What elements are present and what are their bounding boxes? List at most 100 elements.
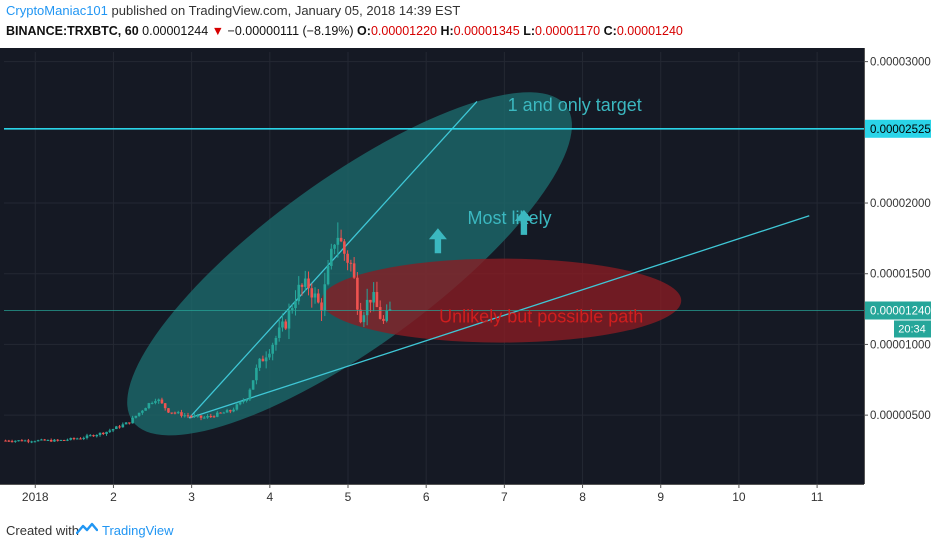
candle [154,401,157,403]
candle [261,358,265,362]
annotations: 1 and only target Most likely Unlikely but… [428,95,643,327]
candle [59,439,63,441]
candle [101,432,105,434]
candle [359,309,362,323]
candle [141,410,144,413]
trendlines[interactable] [188,101,810,419]
up-arrow-icon [428,228,447,254]
candle [176,412,180,414]
x-tick-label: 4 [266,490,273,504]
chart-area[interactable]: 1 and only target Most likely Unlikely but… [0,48,932,508]
candle [323,284,327,311]
candle [196,415,200,417]
candle [23,440,27,442]
tradingview-brand[interactable]: TradingView [102,523,174,538]
candle [183,415,187,417]
candle [43,439,46,441]
candle [242,400,245,402]
candle [88,435,92,437]
candle [382,318,385,321]
candle [92,435,95,437]
candle [349,262,353,264]
candle [33,441,37,443]
candle [356,277,359,310]
zone-unlikely [321,258,682,343]
x-tick-label: 10 [732,490,746,504]
published-text: published on TradingView.com, January 05… [107,3,461,18]
footer: Created with TradingView [0,508,932,550]
candle [66,439,69,441]
candle [336,237,340,245]
candle [290,308,294,310]
close-label: C: [603,24,617,38]
x-tick-label: 2018 [22,490,49,504]
most-likely-label: Most likely [468,208,552,228]
candle [105,431,108,434]
candle [284,321,288,329]
x-tick-label: 5 [345,490,352,504]
candle [232,409,235,412]
candle [118,426,121,428]
y-tick-label: 0.00002000 [870,198,931,210]
candle [202,417,206,419]
price-levels [4,127,864,311]
candle [53,439,56,442]
candle [111,429,115,431]
candle [206,416,209,418]
price-chart[interactable]: 1 and only target Most likely Unlikely but… [0,48,932,508]
candle [339,237,343,242]
candle [235,404,239,410]
candle [343,241,346,254]
countdown-badge [894,320,931,338]
candle [27,440,30,442]
candle [307,278,310,289]
trendline [189,215,810,419]
candle [271,344,274,354]
target-price-badge [865,119,931,138]
candle [268,353,271,358]
candle [144,408,147,411]
candle [378,307,382,319]
candle [95,434,99,437]
target-annotation: 1 and only target [508,95,642,115]
candle [297,284,301,302]
candle [160,399,164,404]
candle [20,440,24,442]
candle [287,309,291,329]
candle [180,412,183,416]
candle [225,410,229,413]
candle [150,402,154,404]
candle [17,440,20,442]
symbol-label[interactable]: BINANCE:TRXBTC, 60 [6,24,139,38]
candle [72,438,76,440]
up-arrow-icon [514,209,533,235]
candle [313,293,317,298]
target-price-label: 0.00002525 [870,124,931,136]
candle [352,263,356,278]
candle [229,410,232,412]
trendline [188,101,478,419]
candle [330,248,333,266]
zones [127,92,682,436]
high-value: 0.00001345 [453,24,520,38]
candle [79,438,82,440]
candle [4,440,7,442]
x-tick-label: 7 [501,490,508,504]
candle [167,408,170,413]
candle [75,438,79,440]
candle [251,380,255,390]
candle [209,416,213,418]
candle [281,321,284,328]
candle [222,412,226,414]
x-tick-label: 2 [110,490,117,504]
candle [124,422,128,425]
candle [128,422,131,424]
candle [186,415,190,417]
author-link[interactable]: CryptoManiac101 [6,3,108,18]
countdown-label: 20:34 [898,323,926,335]
candle [277,327,281,338]
candle [238,401,242,405]
ohlc-line: BINANCE:TRXBTC, 60 0.00001244 ▼ −0.00000… [6,24,683,38]
y-tick-label: 0.00001000 [870,339,931,351]
low-value: 0.00001170 [535,24,601,38]
